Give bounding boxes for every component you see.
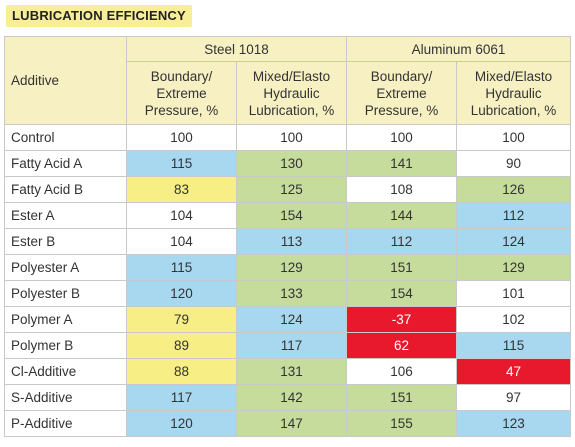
aluminum-6061-group-header: Aluminum 6061 <box>346 36 571 62</box>
table-row: Control 100 100 100 100 <box>4 124 571 151</box>
subheader-line: Extreme <box>376 85 427 101</box>
subheader-line: Extreme <box>156 85 207 101</box>
table-row: Cl-Additive 88 131 106 47 <box>4 358 571 385</box>
value-cell: 124 <box>236 306 347 333</box>
table-row: Polyester B 120 133 154 101 <box>4 280 571 307</box>
steel-1018-group-header: Steel 1018 <box>126 36 347 62</box>
value-cell: 88 <box>126 358 237 385</box>
value-cell: 100 <box>126 124 237 151</box>
subheader-line: Hydraulic <box>263 85 320 101</box>
value-cell: 120 <box>126 410 237 437</box>
value-cell: 115 <box>126 254 237 281</box>
value-cell: 131 <box>236 358 347 385</box>
value-cell: 101 <box>456 280 571 307</box>
table-row: Ester A 104 154 144 112 <box>4 202 571 229</box>
additive-name-cell: Cl-Additive <box>4 358 127 385</box>
value-cell: 108 <box>346 176 457 203</box>
value-cell: 100 <box>346 124 457 151</box>
value-cell: 117 <box>236 332 347 359</box>
additive-name-cell: Polyester B <box>4 280 127 307</box>
value-cell: 100 <box>236 124 347 151</box>
value-cell: 79 <box>126 306 237 333</box>
table-row: P-Additive 120 147 155 123 <box>4 410 571 437</box>
subheader-line: Mixed/Elasto <box>252 68 331 84</box>
value-cell: 106 <box>346 358 457 385</box>
value-cell: 130 <box>236 150 347 177</box>
value-cell: 112 <box>456 202 571 229</box>
value-cell: 151 <box>346 254 457 281</box>
value-cell: 117 <box>126 384 237 411</box>
value-cell: 104 <box>126 228 237 255</box>
subheader-line: Pressure, % <box>144 102 219 118</box>
table-row: Polyester A 115 129 151 129 <box>4 254 571 281</box>
value-cell: 104 <box>126 202 237 229</box>
additive-name-cell: P-Additive <box>4 410 127 437</box>
lubrication-efficiency-table: Additive Steel 1018 Aluminum 6061 Bounda… <box>4 36 571 437</box>
value-cell: 123 <box>456 410 571 437</box>
value-cell: 129 <box>456 254 571 281</box>
value-cell: 129 <box>236 254 347 281</box>
value-cell: 147 <box>236 410 347 437</box>
aluminum-boundary-header: Boundary/Extreme Pressure, % <box>346 61 457 125</box>
additive-name-cell: Polymer B <box>4 332 127 359</box>
table-row: Fatty Acid B 83 125 108 126 <box>4 176 571 203</box>
subheader-line: Boundary/ <box>150 68 213 84</box>
subheader-line: Hydraulic <box>485 85 542 101</box>
value-cell: 154 <box>346 280 457 307</box>
value-cell: 62 <box>346 332 457 359</box>
additive-name-cell: Fatty Acid A <box>4 150 127 177</box>
subheader-line: Lubrication, % <box>470 102 557 118</box>
value-cell: 120 <box>126 280 237 307</box>
value-cell: 126 <box>456 176 571 203</box>
value-cell: 83 <box>126 176 237 203</box>
additive-name-cell: Polymer A <box>4 306 127 333</box>
additive-name-cell: Control <box>4 124 127 151</box>
value-cell: 125 <box>236 176 347 203</box>
value-cell: 47 <box>456 358 571 385</box>
value-cell: 115 <box>126 150 237 177</box>
value-cell: 115 <box>456 332 571 359</box>
value-cell: 142 <box>236 384 347 411</box>
value-cell: -37 <box>346 306 457 333</box>
additive-name-cell: Ester B <box>4 228 127 255</box>
additive-name-cell: Ester A <box>4 202 127 229</box>
table-row: Ester B 104 113 112 124 <box>4 228 571 255</box>
value-cell: 100 <box>456 124 571 151</box>
value-cell: 151 <box>346 384 457 411</box>
table-row: Fatty Acid A 115 130 141 90 <box>4 150 571 177</box>
subheader-line: Pressure, % <box>364 102 439 118</box>
table-row: S-Additive 117 142 151 97 <box>4 384 571 411</box>
table-body: Control 100 100 100 100 Fatty Acid A 115 130 141… <box>4 124 571 437</box>
value-cell: 102 <box>456 306 571 333</box>
value-cell: 113 <box>236 228 347 255</box>
header-group-row: Additive Steel 1018 Aluminum 6061 <box>4 36 571 125</box>
value-cell: 90 <box>456 150 571 177</box>
value-cell: 97 <box>456 384 571 411</box>
value-cell: 124 <box>456 228 571 255</box>
value-cell: 141 <box>346 150 457 177</box>
subheader-line: Mixed/Elasto <box>474 68 553 84</box>
value-cell: 112 <box>346 228 457 255</box>
table-title: LUBRICATION EFFICIENCY <box>6 5 192 27</box>
table-row: Polymer A 79 124 -37 102 <box>4 306 571 333</box>
value-cell: 133 <box>236 280 347 307</box>
steel-boundary-header: Boundary/Extreme Pressure, % <box>126 61 237 125</box>
table-row: Polymer B 89 117 62 115 <box>4 332 571 359</box>
aluminum-mixed-header: Mixed/Elasto Hydraulic Lubrication, % <box>456 61 571 125</box>
additive-column-header: Additive <box>4 36 127 125</box>
subheader-line: Lubrication, % <box>248 102 335 118</box>
value-cell: 154 <box>236 202 347 229</box>
value-cell: 144 <box>346 202 457 229</box>
additive-name-cell: S-Additive <box>4 384 127 411</box>
steel-mixed-header: Mixed/Elasto Hydraulic Lubrication, % <box>236 61 347 125</box>
additive-name-cell: Polyester A <box>4 254 127 281</box>
subheader-line: Boundary/ <box>370 68 433 84</box>
value-cell: 89 <box>126 332 237 359</box>
additive-name-cell: Fatty Acid B <box>4 176 127 203</box>
value-cell: 155 <box>346 410 457 437</box>
header-subcolumn-row: Boundary/Extreme Pressure, % Mixed/Elasto… <box>5 61 571 125</box>
